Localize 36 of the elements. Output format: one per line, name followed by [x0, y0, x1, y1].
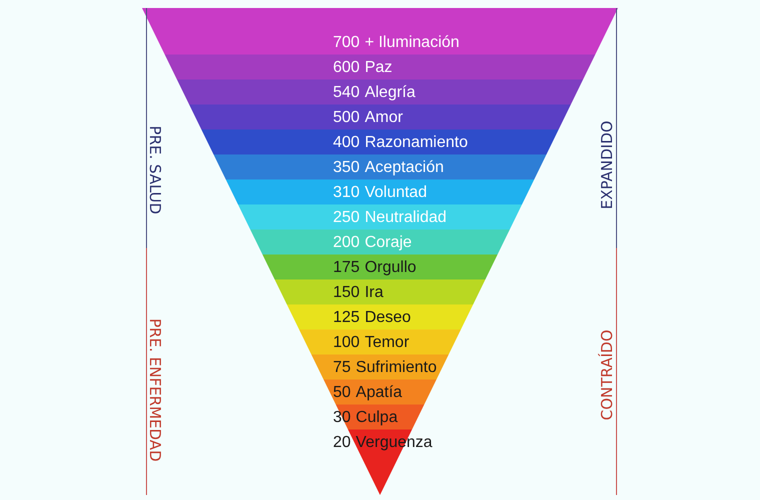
category-label: Paz: [364, 59, 392, 76]
text: PRE. SALUD: [146, 126, 164, 214]
data-label: 125: [333, 309, 360, 326]
data-label: 50: [333, 384, 351, 401]
category-label: Neutralidad: [364, 209, 447, 226]
data-label: 75: [333, 359, 351, 376]
data-label: 500: [333, 109, 360, 126]
data-label: 700: [333, 34, 360, 51]
category-label: Temor: [364, 334, 410, 351]
category-label: Amor: [364, 109, 404, 126]
text: PRE. ENFERMEDAD: [146, 318, 164, 462]
data-label: 540: [333, 84, 360, 101]
category-label: Apatía: [356, 384, 402, 401]
category-label: Alegría: [364, 84, 416, 101]
category-label: Deseo: [364, 309, 412, 326]
data-label: 350: [333, 159, 360, 176]
category-label: Culpa: [356, 409, 398, 426]
text: EXPANDIDO: [598, 120, 616, 210]
category-label: Sufrimiento: [356, 359, 437, 376]
data-label: 600: [333, 59, 360, 76]
category-label: Voluntad: [364, 184, 427, 201]
category-label: Coraje: [364, 234, 412, 251]
category-label: + Iluminación: [364, 34, 460, 51]
data-label: 100: [333, 334, 360, 351]
category-label: Ira: [364, 284, 384, 301]
data-label: 400: [333, 134, 360, 151]
category-label: Aceptación: [364, 159, 444, 176]
text: CONTRAÍDO: [598, 330, 616, 420]
data-label: 200: [333, 234, 360, 251]
category-label: Orgullo: [364, 259, 416, 276]
category-label: Razonamiento: [364, 134, 468, 151]
data-label: 250: [333, 209, 360, 226]
data-label: 20: [333, 434, 351, 451]
data-label: 310: [333, 184, 360, 201]
data-label: 150: [333, 284, 360, 301]
data-label: 175: [333, 259, 360, 276]
